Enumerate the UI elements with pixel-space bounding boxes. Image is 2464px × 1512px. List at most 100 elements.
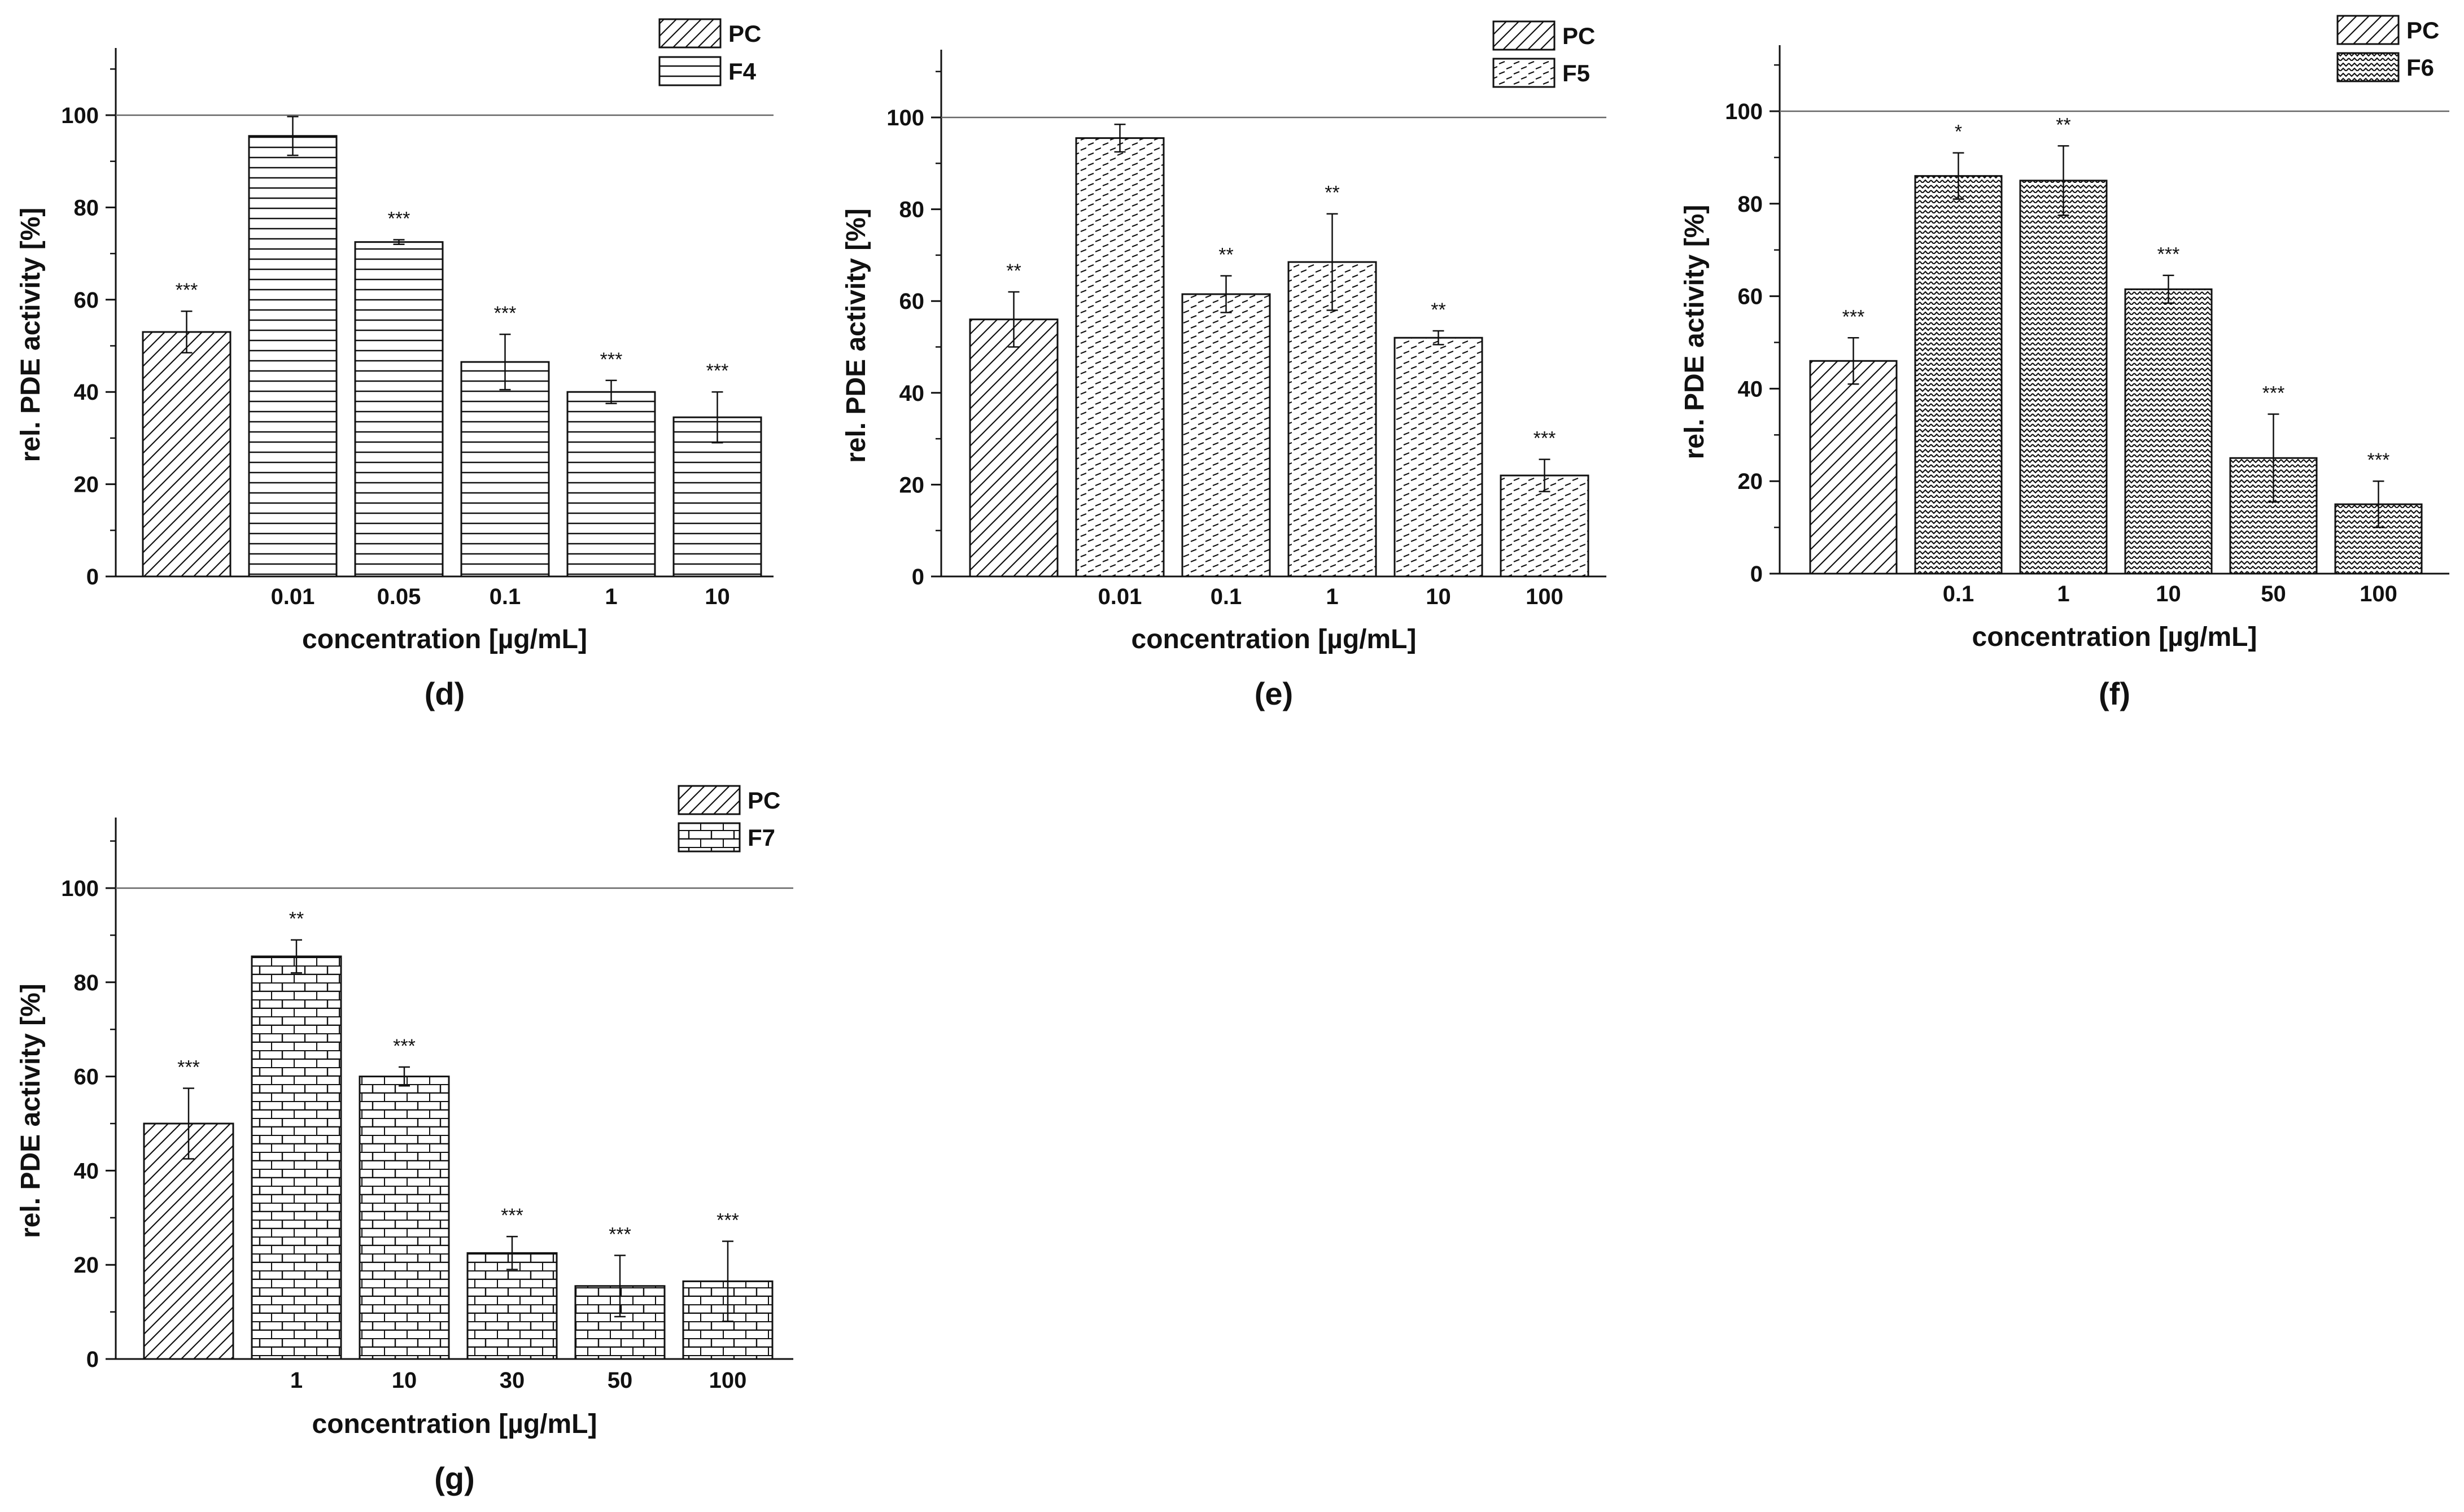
legend-swatch (678, 822, 741, 853)
bar-10 (359, 1076, 450, 1360)
y-tick-label: 100 (886, 106, 924, 130)
y-tick-label: 20 (899, 473, 925, 497)
y-tick-label: 20 (74, 1253, 99, 1278)
x-tick-label: 0.05 (377, 584, 421, 609)
bar-0.1 (1181, 293, 1271, 578)
y-tick-label: 0 (912, 565, 924, 589)
significance-label: *** (609, 1224, 631, 1246)
legend-label: PC (728, 20, 761, 47)
legend-swatch (1492, 58, 1556, 88)
x-tick-label: 100 (709, 1368, 747, 1393)
bar-0.01 (248, 135, 338, 578)
y-tick-label: 40 (74, 380, 99, 405)
legend-label: PC (1562, 23, 1595, 49)
y-tick-label: 0 (86, 565, 99, 589)
bar-pc (969, 318, 1059, 578)
x-tick-label: 100 (2360, 582, 2397, 606)
legend-swatch (658, 56, 722, 86)
y-tick-label: 20 (1738, 469, 1763, 494)
chart-panel-f: 020406080100****0.1**1***10***50***100co… (1680, 15, 2449, 711)
legend-label: F4 (728, 58, 757, 85)
x-tick-label: 0.1 (1211, 584, 1242, 609)
x-tick-label: 1 (605, 584, 617, 609)
panel-label: (g) (434, 1461, 475, 1496)
significance-label: *** (2367, 449, 2390, 471)
y-axis-title: rel. PDE activity [%] (16, 984, 46, 1238)
y-tick-label: 60 (1738, 285, 1763, 309)
x-tick-label: 10 (392, 1368, 417, 1393)
x-tick-label: 1 (2057, 582, 2069, 606)
significance-label: *** (717, 1210, 739, 1231)
x-axis-title: concentration [µg/mL] (1972, 622, 2257, 652)
y-tick-label: 60 (74, 288, 99, 313)
legend-swatch (678, 785, 741, 815)
significance-label: *** (501, 1205, 523, 1226)
chart-panel-e: 0 20 40 60 80 100 ** 0.01 ** 0.1 ** 1 ** 10 *** 100 conc… (841, 20, 1606, 711)
significance-label: *** (706, 360, 729, 382)
y-tick-label: 40 (1738, 377, 1763, 401)
bar-0.1 (460, 361, 550, 578)
legend-label: F7 (748, 824, 775, 851)
legend-swatch (658, 18, 722, 49)
panel-label: (d) (425, 676, 465, 711)
bar-0.05 (354, 241, 444, 578)
legend-label: PC (2406, 17, 2439, 43)
y-tick-label: 100 (61, 876, 99, 901)
significance-label: * (1955, 121, 1962, 143)
legend-swatch (2336, 15, 2400, 45)
significance-label: ** (1325, 182, 1339, 204)
y-axis-title: rel. PDE activity [%] (841, 208, 871, 463)
significance-label: *** (2157, 244, 2180, 265)
significance-label: *** (388, 208, 410, 230)
significance-label: ** (2056, 114, 2070, 136)
chart-panel-d: 0 20 40 60 80 100 *** 0.01 *** 0.05 *** 0.1 *** 1 *** 1… (16, 18, 774, 711)
y-tick-label: 60 (899, 289, 925, 314)
y-tick-label: 80 (74, 971, 99, 995)
bar-pc (142, 331, 231, 578)
x-tick-label: 0.1 (1943, 582, 1974, 606)
y-tick-label: 80 (899, 198, 925, 222)
significance-label: *** (2262, 382, 2285, 404)
y-tick-label: 80 (74, 195, 99, 220)
x-tick-label: 1 (290, 1368, 303, 1393)
y-tick-label: 0 (1750, 562, 1763, 587)
significance-label: ** (289, 908, 304, 930)
significance-label: *** (176, 279, 198, 301)
y-tick-label: 0 (86, 1347, 99, 1372)
bar-pc (1809, 360, 1898, 575)
legend-label: PC (748, 787, 780, 814)
x-tick-label: 1 (1326, 584, 1338, 609)
x-tick-label: 10 (2156, 582, 2181, 606)
bar-10 (1393, 337, 1483, 578)
x-tick-label: 50 (608, 1368, 633, 1393)
x-tick-label: 0.01 (271, 584, 315, 609)
significance-label: ** (1218, 244, 1233, 265)
significance-label: *** (393, 1035, 416, 1057)
significance-label: ** (1006, 260, 1021, 282)
y-axis-title: rel. PDE activity [%] (1680, 205, 1710, 460)
significance-label: ** (1431, 299, 1445, 321)
x-axis-title: concentration [µg/mL] (312, 1409, 597, 1439)
bar-1 (2019, 180, 2108, 575)
panel-label: (e) (1255, 676, 1293, 711)
y-axis-title: rel. PDE activity [%] (16, 208, 46, 462)
bar-1 (566, 391, 656, 578)
legend-label: F5 (1562, 60, 1590, 86)
legend-swatch (2336, 52, 2400, 82)
bar-1 (1287, 261, 1377, 578)
x-tick-label: 0.1 (490, 584, 521, 609)
x-tick-label: 10 (705, 584, 730, 609)
significance-label: *** (600, 349, 623, 370)
x-tick-label: 50 (2261, 582, 2286, 606)
significance-label: *** (494, 303, 517, 324)
y-tick-label: 60 (74, 1065, 99, 1090)
x-tick-label: 100 (1526, 584, 1563, 609)
bar-30 (466, 1252, 558, 1360)
bar-10 (672, 416, 762, 578)
y-tick-label: 100 (61, 103, 99, 128)
bar-pc (143, 1122, 234, 1360)
bar-1 (251, 955, 342, 1360)
panel-label: (f) (2099, 676, 2130, 711)
x-axis-title: concentration [µg/mL] (302, 624, 587, 654)
